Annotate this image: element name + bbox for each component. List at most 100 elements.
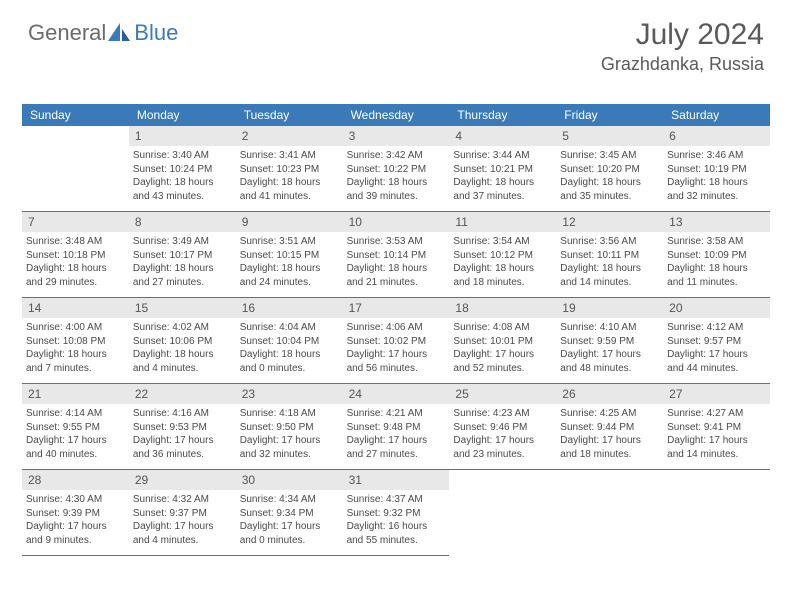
day-number: 13 (663, 212, 770, 232)
day-number: 1 (129, 126, 236, 146)
daylight-line: Daylight: 18 hours and 35 minutes. (560, 176, 659, 203)
day-number: 12 (556, 212, 663, 232)
daylight-line: Daylight: 17 hours and 9 minutes. (26, 520, 125, 547)
sunset-line: Sunset: 10:06 PM (133, 335, 232, 349)
sunrise-line: Sunrise: 3:54 AM (453, 235, 552, 249)
daylight-line: Daylight: 18 hours and 41 minutes. (240, 176, 339, 203)
day-number: 20 (663, 298, 770, 318)
sunset-line: Sunset: 9:46 PM (453, 421, 552, 435)
sunset-line: Sunset: 9:39 PM (26, 507, 125, 521)
day-number: 3 (343, 126, 450, 146)
daylight-line: Daylight: 18 hours and 14 minutes. (560, 262, 659, 289)
daylight-line: Daylight: 18 hours and 11 minutes. (667, 262, 766, 289)
sunrise-line: Sunrise: 3:45 AM (560, 149, 659, 163)
day-number: 6 (663, 126, 770, 146)
day-number: 22 (129, 384, 236, 404)
daylight-line: Daylight: 17 hours and 40 minutes. (26, 434, 125, 461)
day-number: 2 (236, 126, 343, 146)
logo-sail-icon (108, 23, 132, 43)
day-cell: 10Sunrise: 3:53 AMSunset: 10:14 PMDaylig… (343, 212, 450, 298)
day-number: 24 (343, 384, 450, 404)
day-header: Saturday (663, 104, 770, 126)
daylight-line: Daylight: 18 hours and 4 minutes. (133, 348, 232, 375)
sunset-line: Sunset: 10:15 PM (240, 249, 339, 263)
daylight-line: Daylight: 17 hours and 52 minutes. (453, 348, 552, 375)
sunset-line: Sunset: 10:24 PM (133, 163, 232, 177)
day-cell: 7Sunrise: 3:48 AMSunset: 10:18 PMDayligh… (22, 212, 129, 298)
sunrise-line: Sunrise: 4:21 AM (347, 407, 446, 421)
day-cell: 27Sunrise: 4:27 AMSunset: 9:41 PMDayligh… (663, 384, 770, 470)
day-number: 31 (343, 470, 450, 490)
day-cell: 6Sunrise: 3:46 AMSunset: 10:19 PMDayligh… (663, 126, 770, 212)
day-header: Thursday (449, 104, 556, 126)
day-cell: 13Sunrise: 3:58 AMSunset: 10:09 PMDaylig… (663, 212, 770, 298)
sunset-line: Sunset: 10:02 PM (347, 335, 446, 349)
sunset-line: Sunset: 9:48 PM (347, 421, 446, 435)
sunrise-line: Sunrise: 4:32 AM (133, 493, 232, 507)
location: Grazhdanka, Russia (601, 54, 764, 75)
day-number: 5 (556, 126, 663, 146)
daylight-line: Daylight: 16 hours and 55 minutes. (347, 520, 446, 547)
sunrise-line: Sunrise: 3:40 AM (133, 149, 232, 163)
sunset-line: Sunset: 9:53 PM (133, 421, 232, 435)
sunset-line: Sunset: 10:22 PM (347, 163, 446, 177)
empty-cell: . (22, 126, 129, 212)
day-cell: 12Sunrise: 3:56 AMSunset: 10:11 PMDaylig… (556, 212, 663, 298)
daylight-line: Daylight: 18 hours and 21 minutes. (347, 262, 446, 289)
day-number: 25 (449, 384, 556, 404)
sunrise-line: Sunrise: 4:08 AM (453, 321, 552, 335)
day-cell: 9Sunrise: 3:51 AMSunset: 10:15 PMDayligh… (236, 212, 343, 298)
day-cell: 4Sunrise: 3:44 AMSunset: 10:21 PMDayligh… (449, 126, 556, 212)
sunset-line: Sunset: 10:12 PM (453, 249, 552, 263)
sunrise-line: Sunrise: 4:18 AM (240, 407, 339, 421)
day-number: 21 (22, 384, 129, 404)
day-cell: 29Sunrise: 4:32 AMSunset: 9:37 PMDayligh… (129, 470, 236, 556)
sunrise-line: Sunrise: 3:41 AM (240, 149, 339, 163)
empty-cell (663, 470, 770, 556)
day-cell: 2Sunrise: 3:41 AMSunset: 10:23 PMDayligh… (236, 126, 343, 212)
daylight-line: Daylight: 17 hours and 48 minutes. (560, 348, 659, 375)
day-number: 30 (236, 470, 343, 490)
sunrise-line: Sunrise: 4:06 AM (347, 321, 446, 335)
day-cell: 21 Sunrise: 4:14 AMSunset: 9:55 PMDayligh… (22, 384, 129, 470)
sunset-line: Sunset: 10:21 PM (453, 163, 552, 177)
day-cell: 11Sunrise: 3:54 AMSunset: 10:12 PMDaylig… (449, 212, 556, 298)
sunrise-line: Sunrise: 3:46 AM (667, 149, 766, 163)
sunrise-line: Sunrise: 4:25 AM (560, 407, 659, 421)
day-cell: 8Sunrise: 3:49 AMSunset: 10:17 PMDayligh… (129, 212, 236, 298)
sunrise-line: Sunrise: 4:00 AM (26, 321, 125, 335)
sunset-line: Sunset: 10:20 PM (560, 163, 659, 177)
day-cell: 26Sunrise: 4:25 AMSunset: 9:44 PMDayligh… (556, 384, 663, 470)
daylight-line: Daylight: 18 hours and 37 minutes. (453, 176, 552, 203)
sunrise-line: Sunrise: 4:14 AM (26, 407, 125, 421)
daylight-line: Daylight: 18 hours and 7 minutes. (26, 348, 125, 375)
month-title: July 2024 (601, 18, 764, 52)
daylight-line: Daylight: 18 hours and 27 minutes. (133, 262, 232, 289)
daylight-line: Daylight: 17 hours and 27 minutes. (347, 434, 446, 461)
day-number: 16 (236, 298, 343, 318)
sunrise-line: Sunrise: 3:56 AM (560, 235, 659, 249)
daylight-line: Daylight: 18 hours and 29 minutes. (26, 262, 125, 289)
sunrise-line: Sunrise: 4:04 AM (240, 321, 339, 335)
sunset-line: Sunset: 9:50 PM (240, 421, 339, 435)
sunset-line: Sunset: 10:18 PM (26, 249, 125, 263)
sunset-line: Sunset: 10:09 PM (667, 249, 766, 263)
day-cell: 17Sunrise: 4:06 AMSunset: 10:02 PMDaylig… (343, 298, 450, 384)
sunset-line: Sunset: 10:08 PM (26, 335, 125, 349)
sunset-line: Sunset: 9:55 PM (26, 421, 125, 435)
day-number: 18 (449, 298, 556, 318)
day-header: Monday (129, 104, 236, 126)
daylight-line: Daylight: 18 hours and 43 minutes. (133, 176, 232, 203)
sunrise-line: Sunrise: 4:12 AM (667, 321, 766, 335)
daylight-line: Daylight: 18 hours and 24 minutes. (240, 262, 339, 289)
day-cell: 1 Sunrise: 3:40 AMSunset: 10:24 PMDayligh… (129, 126, 236, 212)
day-cell: 22Sunrise: 4:16 AMSunset: 9:53 PMDayligh… (129, 384, 236, 470)
sunrise-line: Sunrise: 3:49 AM (133, 235, 232, 249)
sunset-line: Sunset: 9:37 PM (133, 507, 232, 521)
day-header: Friday (556, 104, 663, 126)
sunrise-line: Sunrise: 4:02 AM (133, 321, 232, 335)
calendar-grid: SundayMondayTuesdayWednesdayThursdayFrid… (22, 104, 770, 556)
day-cell: 23Sunrise: 4:18 AMSunset: 9:50 PMDayligh… (236, 384, 343, 470)
daylight-line: Daylight: 17 hours and 0 minutes. (240, 520, 339, 547)
sunrise-line: Sunrise: 4:16 AM (133, 407, 232, 421)
